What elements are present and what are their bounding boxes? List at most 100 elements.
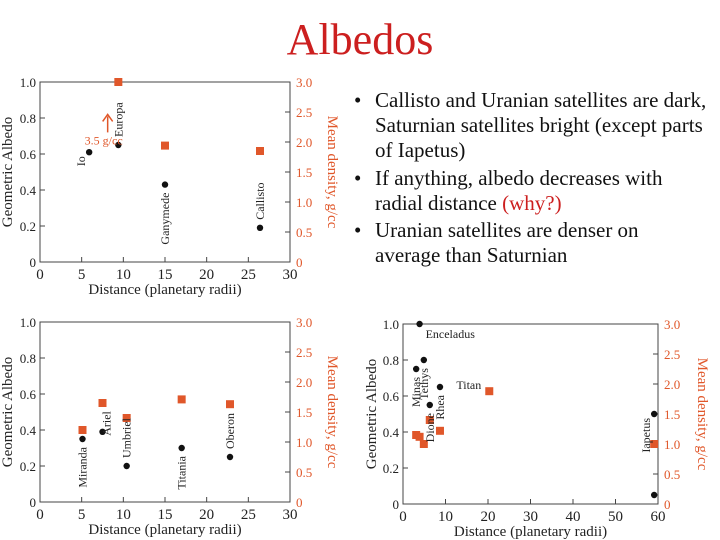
x-tick-label: 20 — [481, 509, 496, 525]
x-tick-label: 50 — [608, 509, 623, 525]
albedo-point — [650, 410, 658, 418]
x-tick-label: 0 — [36, 507, 44, 523]
y2-tick-label: 2.0 — [296, 375, 312, 390]
density-point — [415, 432, 424, 441]
x-axis-title: Distance (planetary radii) — [88, 522, 241, 538]
moon-label: Dione — [423, 413, 437, 442]
y-tick-label: 0.8 — [383, 353, 399, 368]
bullet-item: • If anything, albedo decreases with rad… — [348, 166, 708, 216]
y-tick-label: 0.6 — [20, 147, 37, 162]
x-tick-label: 10 — [116, 267, 131, 283]
moon-label: Io — [74, 156, 88, 166]
moon-label: Titan — [456, 378, 481, 392]
x-tick-label: 20 — [199, 267, 214, 283]
y-tick-label: 0.6 — [383, 389, 400, 404]
bullet-item: • Uranian satellites are denser on avera… — [348, 218, 708, 268]
x-tick-label: 30 — [283, 507, 298, 523]
moon-label: Tethys — [417, 368, 431, 400]
moon-label: Iapetus — [639, 418, 653, 453]
albedo-point — [416, 320, 423, 328]
bullet-text: Callisto and Uranian satellites are dark… — [375, 88, 707, 163]
density-point — [435, 426, 444, 435]
x-tick-label: 15 — [158, 267, 173, 283]
x-tick-label: 5 — [78, 507, 86, 523]
y2-tick-label: 0 — [296, 495, 303, 510]
bullet-text: Uranian satellites are denser on average… — [375, 217, 639, 268]
y-tick-label: 0.4 — [20, 423, 37, 438]
y-axis-title: Geometric Albedo — [0, 357, 16, 467]
moon-label: Ganymede — [158, 193, 172, 245]
uranian-moons-chart: 0 5 10 15 20 25 3000.20.40.60.81.000.51.01.52.… — [0, 315, 340, 538]
y2-tick-label: 1.0 — [664, 437, 680, 452]
y2-tick-label: 3.0 — [664, 317, 680, 332]
moon-label: Enceladus — [426, 327, 476, 341]
slide-title: Albedos — [286, 15, 434, 64]
albedo-point — [226, 453, 234, 461]
y2-tick-label: 1.5 — [664, 407, 680, 422]
y-tick-label: 1.0 — [20, 75, 36, 90]
density-point — [425, 416, 434, 424]
saturnian-moons-chart: 0 10 20 30 40 50 6000.20.40.60.81.000.51.01.52… — [364, 317, 710, 540]
y2-tick-label: 1.0 — [296, 195, 312, 210]
y-tick-label: 0 — [30, 255, 37, 270]
density-point — [78, 426, 87, 434]
y2-tick-label: 2.5 — [296, 345, 312, 360]
y-tick-label: 0.4 — [383, 425, 400, 440]
density-point — [256, 147, 264, 155]
x-tick-label: 30 — [523, 509, 538, 525]
x-tick-label: 0 — [399, 509, 407, 525]
y-tick-label: 0.2 — [20, 219, 36, 234]
y2-tick-label: 2.5 — [296, 105, 312, 120]
y-tick-label: 1.0 — [20, 315, 36, 330]
x-tick-label: 10 — [438, 509, 453, 525]
y-tick-label: 0 — [393, 497, 400, 512]
albedo-point — [178, 444, 185, 452]
x-axis-title: Distance (planetary radii) — [454, 524, 607, 540]
density-annotation: 3.5 g/cc — [85, 133, 123, 147]
albedo-point — [412, 365, 420, 373]
y2-axis-title: Mean density, g/cc — [694, 358, 710, 471]
moon-label: Ariel — [100, 410, 114, 435]
albedo-point — [123, 462, 130, 470]
density-point — [419, 440, 428, 448]
y-tick-label: 0.8 — [20, 111, 36, 126]
albedo-point — [99, 428, 106, 435]
bullet-dot: • — [354, 88, 362, 112]
x-tick-label: 10 — [116, 507, 131, 523]
bullet-dot: • — [354, 217, 362, 242]
density-point — [98, 399, 107, 407]
moon-label: Miranda — [76, 446, 90, 487]
y2-tick-label: 2.0 — [664, 377, 680, 392]
bullet-dot: • — [354, 165, 362, 190]
y2-axis-title: Mean density, g/cc — [324, 116, 340, 229]
y-tick-label: 0.4 — [20, 183, 37, 198]
y2-tick-label: 2.0 — [296, 135, 312, 150]
x-tick-label: 20 — [199, 507, 214, 523]
y-axis-title: Geometric Albedo — [364, 359, 380, 469]
y2-tick-label: 0.5 — [296, 465, 312, 480]
y2-axis-title: Mean density, g/cc — [324, 356, 340, 469]
y-axis-title: Geometric Albedo — [0, 117, 16, 227]
y2-tick-label: 2.5 — [664, 347, 680, 362]
annotation-arrowhead — [102, 113, 114, 122]
x-tick-label: 25 — [241, 507, 256, 523]
density-point — [114, 78, 123, 86]
y-tick-label: 0.2 — [383, 461, 399, 476]
y2-tick-label: 0 — [296, 255, 303, 270]
x-tick-label: 30 — [283, 267, 298, 283]
bullet-highlight: (why?) — [502, 190, 562, 215]
y2-tick-label: 3.0 — [296, 315, 312, 330]
moon-label: Europa — [111, 102, 125, 137]
density-point — [226, 400, 234, 409]
density-point — [177, 395, 186, 404]
y-tick-label: 0.6 — [20, 387, 37, 402]
albedo-point — [426, 401, 433, 409]
albedo-point — [436, 383, 444, 391]
albedo-point — [420, 356, 428, 364]
y2-tick-label: 3.0 — [296, 75, 312, 90]
x-tick-label: 25 — [241, 267, 256, 283]
x-tick-label: 60 — [651, 509, 666, 525]
y2-tick-label: 1.5 — [296, 165, 312, 180]
albedo-point — [79, 435, 86, 443]
density-point — [161, 141, 169, 150]
